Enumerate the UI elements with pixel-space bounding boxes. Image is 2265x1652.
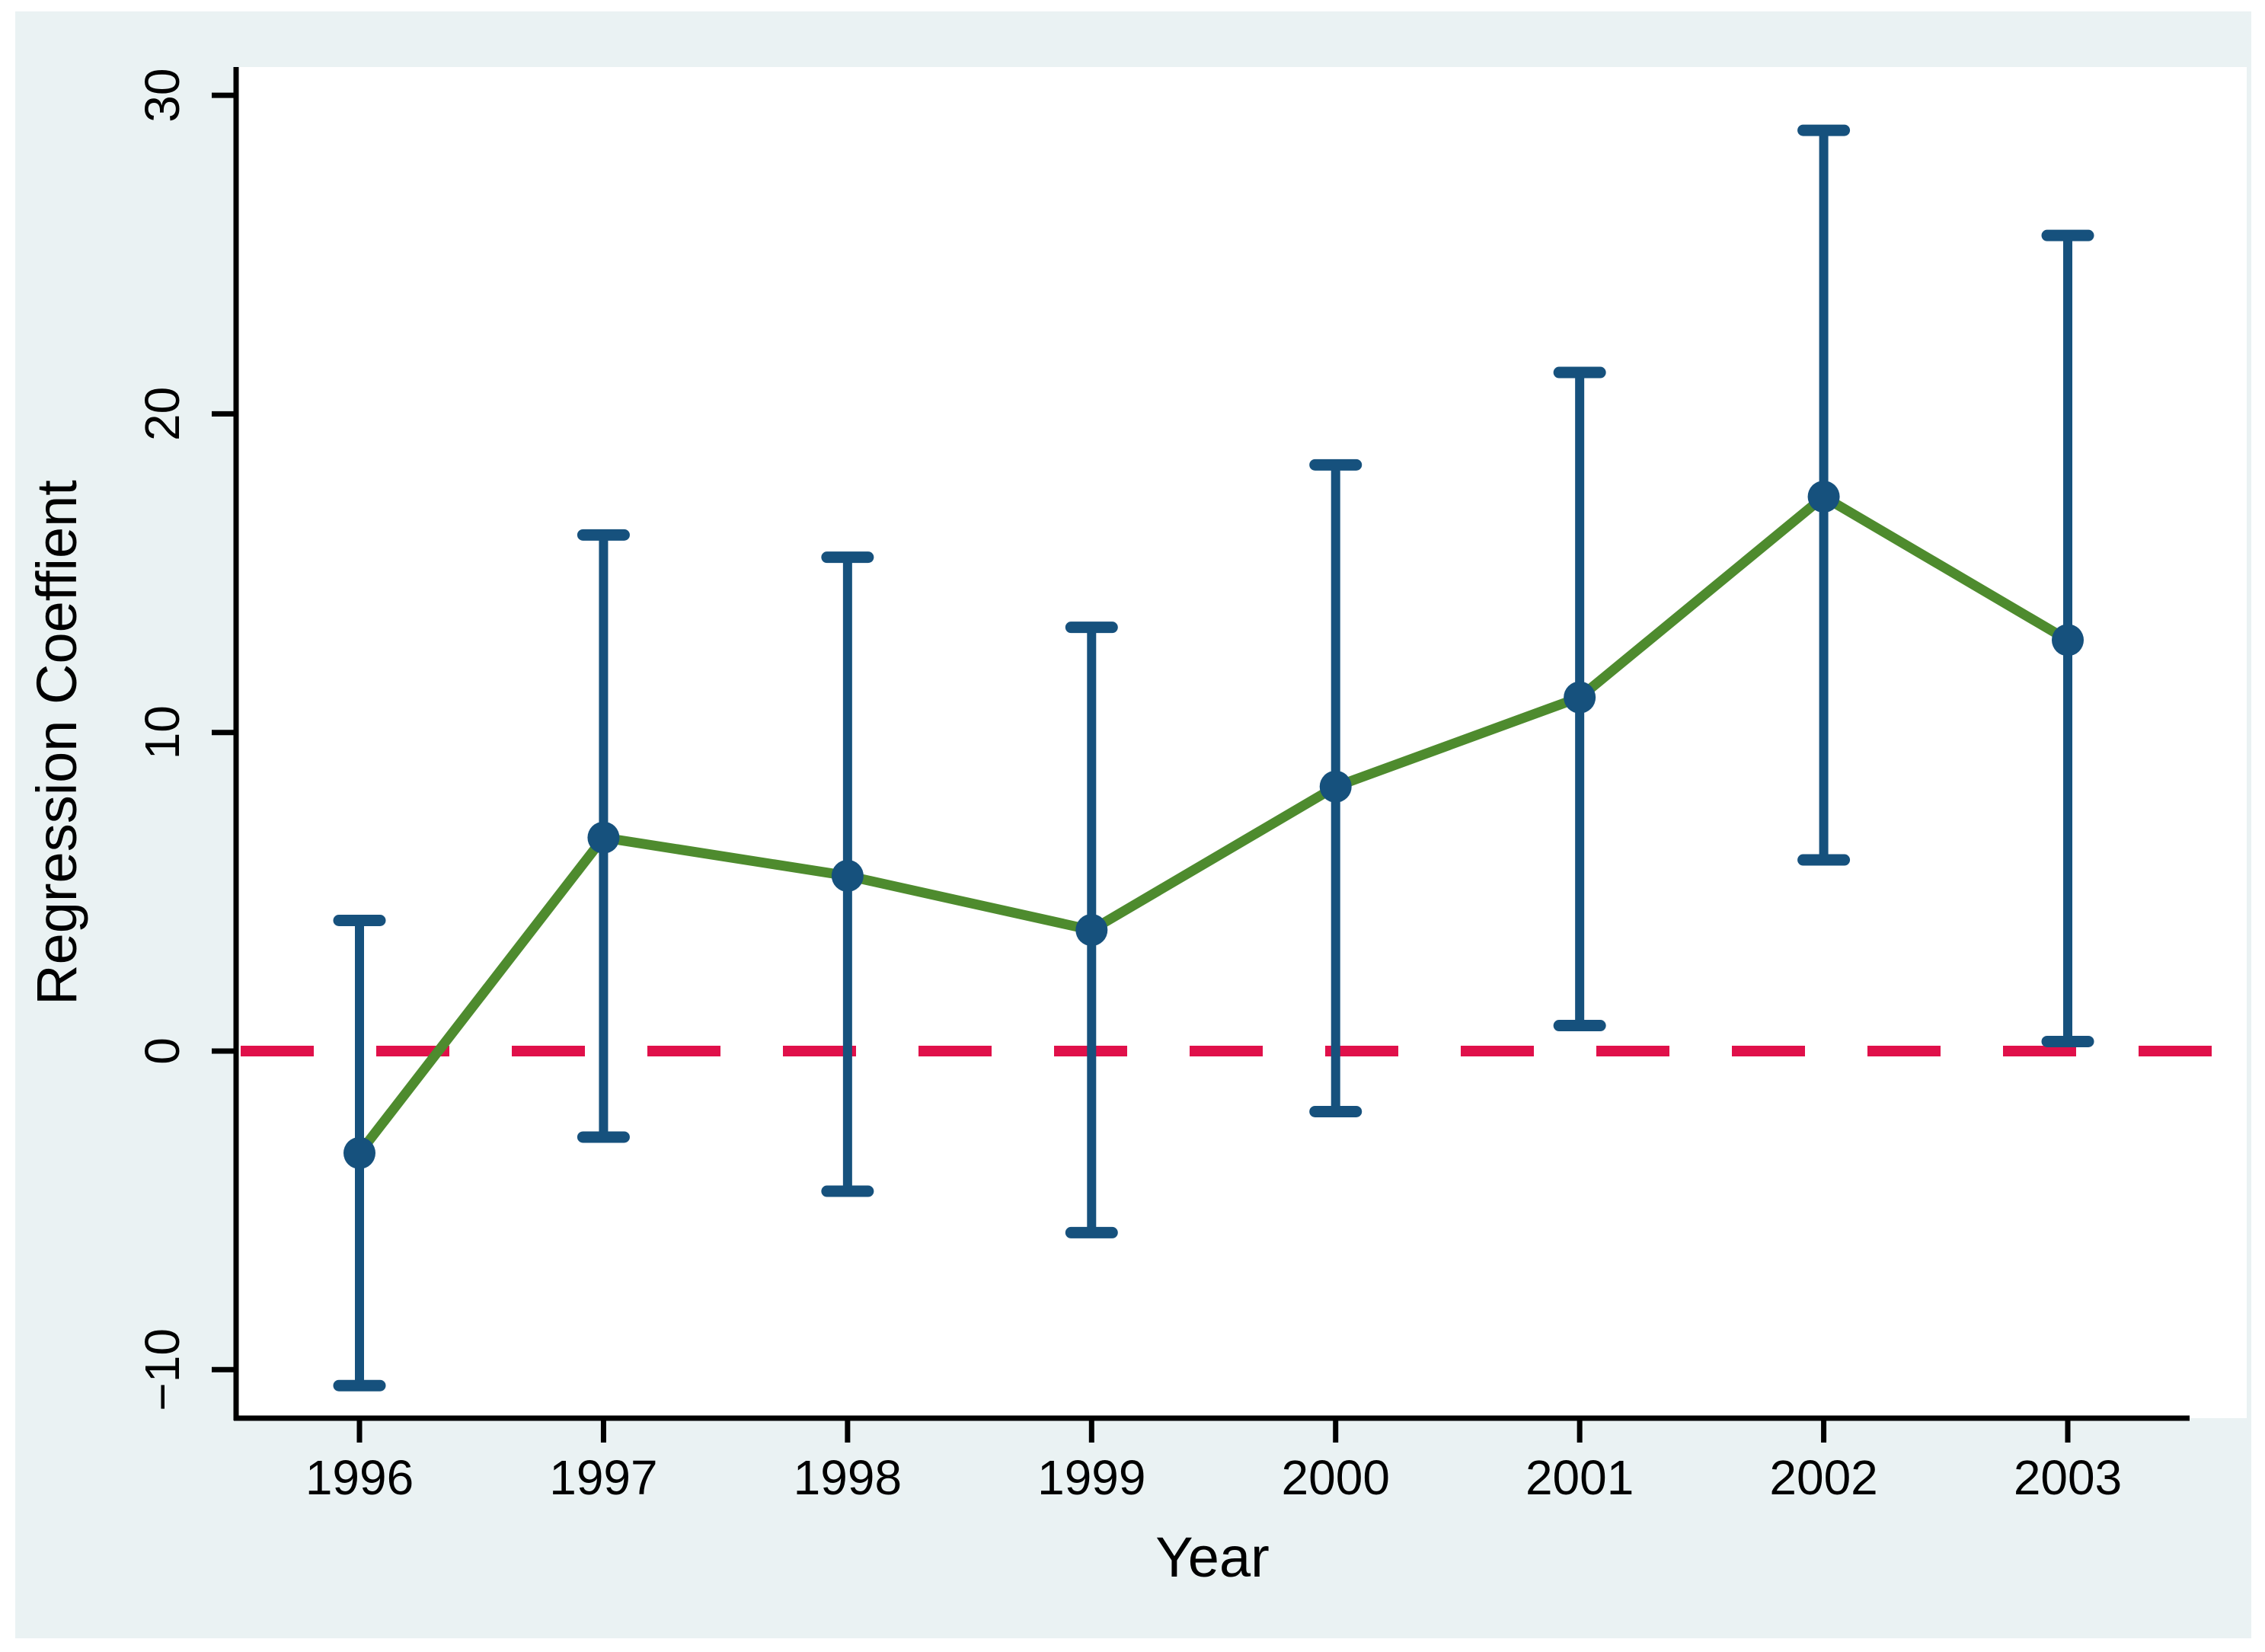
y-tick-label: 30 [135, 69, 190, 123]
trend-line [355, 491, 2071, 1156]
x-tick-label: 1997 [549, 1450, 657, 1505]
data-point-marker [1319, 770, 1352, 803]
y-tick-label: −10 [135, 1328, 190, 1411]
data-point-marker [2052, 624, 2085, 657]
y-tick-label: 20 [135, 387, 190, 441]
data-point-marker [1564, 681, 1596, 714]
x-tick-label: 2001 [1525, 1450, 1634, 1505]
x-tick-label: 1998 [794, 1450, 902, 1505]
y-tick-label: 10 [135, 705, 190, 759]
data-point-marker [587, 821, 620, 854]
x-tick-label: 2003 [2014, 1450, 2122, 1505]
x-tick-label: 2000 [1282, 1450, 1390, 1505]
x-axis-title: Year [1155, 1526, 1270, 1589]
x-tick-label: 2002 [1769, 1450, 1877, 1505]
data-point-marker [343, 1136, 375, 1169]
plot-area [236, 67, 2247, 1418]
data-point-marker [1075, 914, 1108, 947]
x-tick-label: 1996 [305, 1450, 414, 1505]
y-tick-label: 0 [135, 1037, 190, 1065]
y-axis-title: Regression Coeffient [25, 480, 88, 1005]
data-point-marker [1807, 481, 1840, 513]
chart-background: −10 0 10 20 30 1996 1997 1998 1999 2000 2001 2002 20… [15, 11, 2251, 1638]
x-tick-label: 1999 [1037, 1450, 1145, 1505]
data-point-marker [831, 859, 864, 892]
